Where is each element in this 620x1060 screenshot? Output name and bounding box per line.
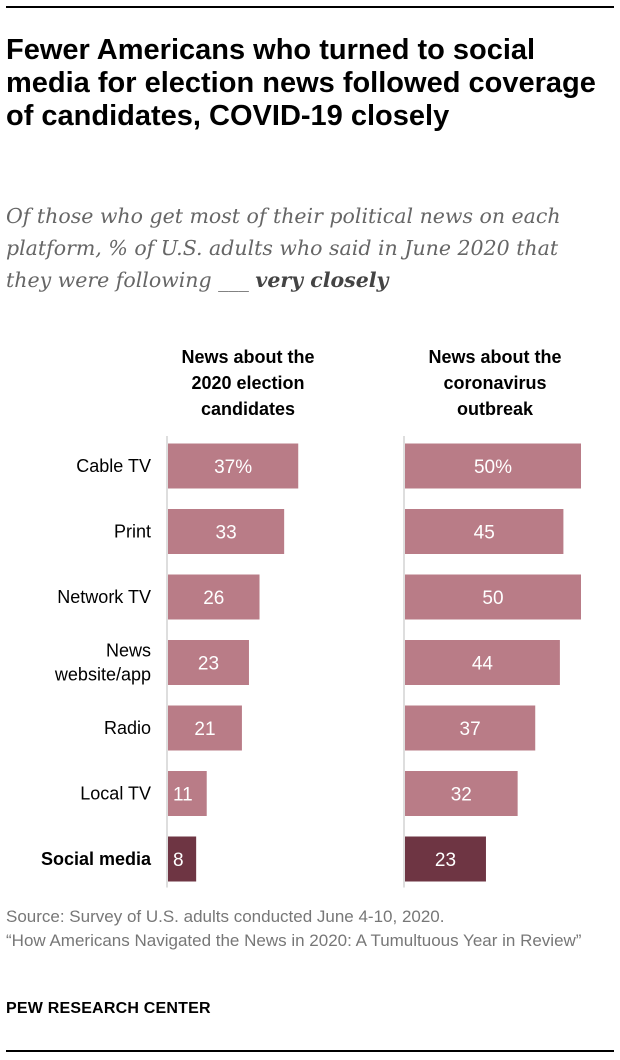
category-label-line: Social media bbox=[41, 849, 152, 869]
bar bbox=[168, 574, 260, 620]
category-label: Social media bbox=[41, 849, 152, 869]
data-label: 21 bbox=[194, 719, 215, 740]
subtitle-emphasis: very closely bbox=[255, 268, 389, 292]
category-label: Cable TV bbox=[76, 456, 151, 476]
data-label: 11 bbox=[173, 785, 193, 806]
category-label-line: Print bbox=[114, 522, 151, 542]
column-header-candidates: News about the 2020 election candidates bbox=[138, 344, 358, 422]
column-header-line: News about the bbox=[428, 347, 562, 367]
bar bbox=[168, 640, 249, 685]
category-label-line: Local TV bbox=[80, 784, 151, 804]
column-header-line: coronavirus bbox=[443, 373, 547, 393]
subtitle-text: Of those who get most of their political… bbox=[6, 204, 561, 292]
bar-chart: Cable TV 37% 50% Print 33 45 Network TV 26 50 New… bbox=[41, 436, 581, 888]
data-label: 37 bbox=[460, 719, 481, 740]
brand-logo-text: PEW RESEARCH CENTER bbox=[6, 1000, 211, 1017]
bottom-rule bbox=[6, 1050, 614, 1052]
data-label: 26 bbox=[203, 588, 224, 609]
column-header-coronavirus: News about the coronavirus outbreak bbox=[385, 344, 605, 422]
data-label: 33 bbox=[216, 523, 237, 544]
category-label-line: Network TV bbox=[57, 587, 151, 607]
category-label-line: website/app bbox=[54, 665, 151, 685]
category-label-line: News bbox=[106, 641, 151, 661]
data-label: 44 bbox=[472, 654, 494, 675]
category-label-line: Cable TV bbox=[76, 456, 151, 476]
bar bbox=[405, 509, 564, 554]
data-label: 32 bbox=[451, 785, 472, 806]
data-label: 50 bbox=[482, 588, 503, 609]
bar bbox=[168, 509, 285, 554]
data-label: 37% bbox=[214, 457, 252, 478]
data-label: 45 bbox=[474, 523, 495, 544]
report-title: “How Americans Navigated the News in 202… bbox=[6, 931, 582, 950]
footer: Source: Survey of U.S. adults conducted … bbox=[6, 905, 616, 953]
bar bbox=[168, 443, 299, 489]
data-label: 50% bbox=[474, 457, 512, 478]
bar bbox=[168, 836, 197, 882]
column-header-line: 2020 election bbox=[191, 373, 305, 393]
column-header-line: News about the bbox=[181, 347, 315, 367]
bar bbox=[405, 640, 560, 685]
column-header-line: outbreak bbox=[456, 399, 534, 419]
category-label: Local TV bbox=[80, 784, 151, 804]
category-label: Print bbox=[114, 522, 151, 542]
data-label: 23 bbox=[198, 654, 219, 675]
source-note: Source: Survey of U.S. adults conducted … bbox=[6, 907, 445, 926]
bar bbox=[405, 836, 486, 882]
category-label-line: Radio bbox=[104, 718, 151, 738]
category-label: Network TV bbox=[57, 587, 151, 607]
column-header-line: candidates bbox=[200, 399, 296, 419]
bar bbox=[168, 771, 207, 816]
bar bbox=[168, 705, 242, 751]
category-label: Radio bbox=[104, 718, 151, 738]
top-rule bbox=[6, 6, 614, 8]
chart-subtitle: Of those who get most of their political… bbox=[6, 200, 606, 296]
bar bbox=[405, 705, 536, 751]
data-label: 23 bbox=[435, 850, 456, 871]
category-label: News website/app bbox=[54, 641, 151, 685]
chart-title: Fewer Americans who turned to social med… bbox=[6, 34, 596, 132]
data-label: 8 bbox=[173, 850, 184, 871]
bar bbox=[405, 771, 518, 816]
bar bbox=[405, 574, 581, 620]
bar bbox=[405, 443, 581, 489]
